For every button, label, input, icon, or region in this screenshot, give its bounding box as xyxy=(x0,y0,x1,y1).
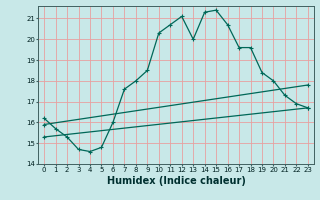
X-axis label: Humidex (Indice chaleur): Humidex (Indice chaleur) xyxy=(107,176,245,186)
